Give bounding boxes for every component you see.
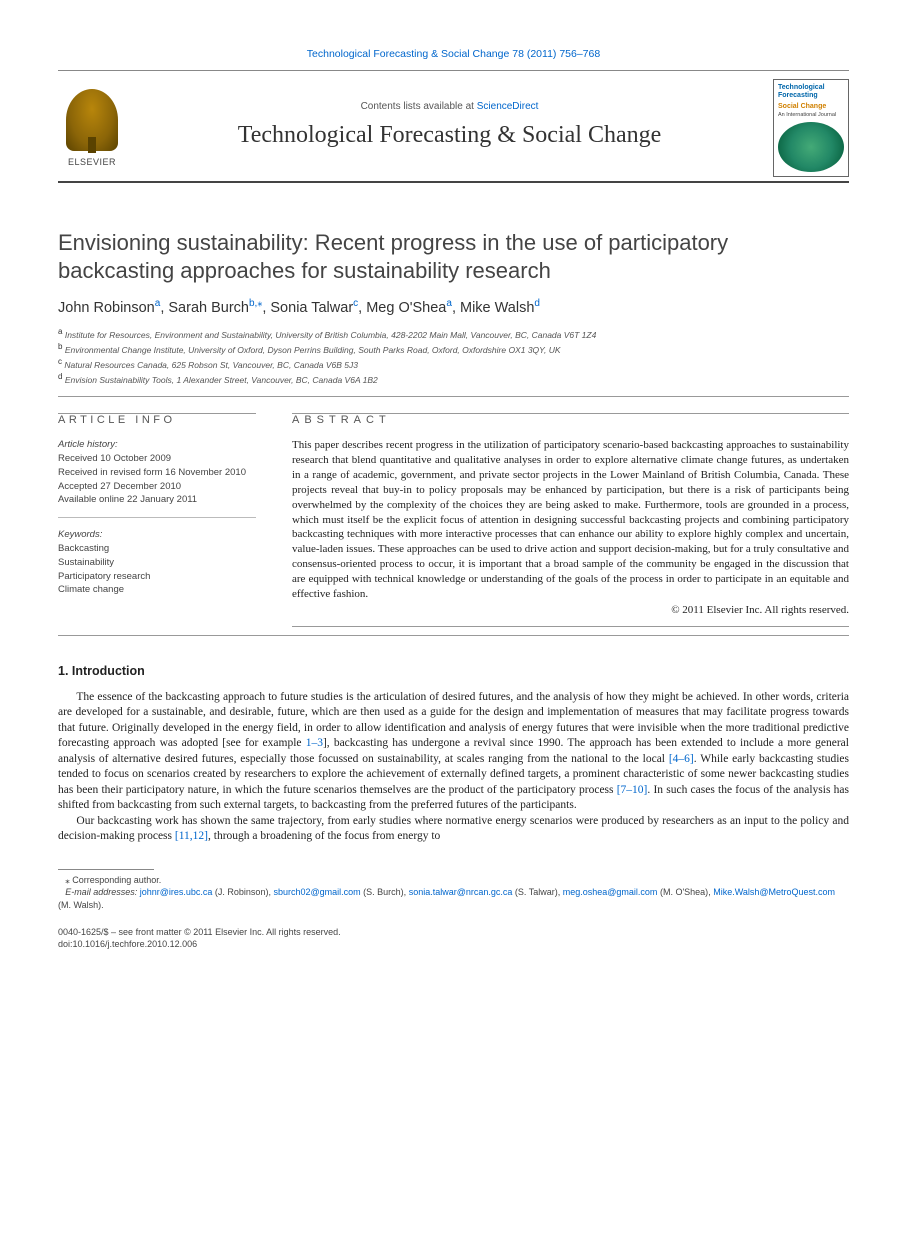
affiliation-row: d Envision Sustainability Tools, 1 Alexa… <box>58 371 849 386</box>
aff-text: Envision Sustainability Tools, 1 Alexand… <box>65 375 378 385</box>
aff-text: Environmental Change Institute, Universi… <box>65 345 561 355</box>
publisher-name: ELSEVIER <box>68 157 116 167</box>
author-aff-sup: a <box>446 298 452 309</box>
affiliation-row: a Institute for Resources, Environment a… <box>58 326 849 341</box>
author-aff-sup: d <box>534 298 540 309</box>
divider <box>292 626 849 627</box>
keyword: Backcasting <box>58 542 256 556</box>
author-3: Meg O'Sheaa <box>366 300 452 316</box>
abstract-heading: ABSTRACT <box>292 414 849 426</box>
history-line: Received 10 October 2009 <box>58 452 256 466</box>
author-name: Meg O'Shea <box>366 300 446 316</box>
doi-label: doi: <box>58 939 73 949</box>
reference-link[interactable]: [4–6] <box>669 753 694 765</box>
email-link[interactable]: johnr@ires.ubc.ca <box>140 887 213 897</box>
aff-sup: b <box>58 342 62 351</box>
abstract-copyright: © 2011 Elsevier Inc. All rights reserved… <box>292 604 849 616</box>
article-history-block: Article history: Received 10 October 200… <box>58 438 256 518</box>
email-name: (S. Burch) <box>363 887 404 897</box>
author-name: Mike Walsh <box>460 300 534 316</box>
author-1: Sarah Burchb,⁎ <box>168 300 262 316</box>
email-link[interactable]: sburch02@gmail.com <box>273 887 360 897</box>
corresponding-star-icon: ⁎ <box>257 298 262 309</box>
email-footnote: E-mail addresses: johnr@ires.ubc.ca (J. … <box>58 886 849 911</box>
aff-text: Natural Resources Canada, 625 Robson St,… <box>64 360 358 370</box>
article-info-column: ARTICLE INFO Article history: Received 1… <box>58 409 256 626</box>
journal-cover-thumbnail: Technological Forecasting Social Change … <box>773 79 849 177</box>
author-list: John Robinsona, Sarah Burchb,⁎, Sonia Ta… <box>58 298 849 316</box>
elsevier-tree-icon <box>66 89 118 151</box>
doi-line: doi:10.1016/j.techfore.2010.12.006 <box>58 938 849 951</box>
cover-subtitle: Social Change <box>778 103 844 110</box>
divider <box>58 635 849 636</box>
email-name: (S. Talwar) <box>515 887 558 897</box>
author-4: Mike Walshd <box>460 300 540 316</box>
reference-link[interactable]: [11,12] <box>175 830 208 842</box>
article-title: Envisioning sustainability: Recent progr… <box>58 229 849 284</box>
author-aff-sup: a <box>155 298 161 309</box>
history-line: Received in revised form 16 November 201… <box>58 466 256 480</box>
author-name: Sarah Burch <box>168 300 249 316</box>
contents-available-line: Contents lists available at ScienceDirec… <box>136 101 763 112</box>
author-name: Sonia Talwar <box>270 300 353 316</box>
author-name: John Robinson <box>58 300 155 316</box>
email-name: (M. Walsh) <box>58 900 101 910</box>
corresponding-author-note: ⁎ Corresponding author. <box>58 874 849 887</box>
sciencedirect-link[interactable]: ScienceDirect <box>477 101 539 112</box>
elsevier-logo: ELSEVIER <box>58 89 126 167</box>
meta-row: ARTICLE INFO Article history: Received 1… <box>58 409 849 626</box>
email-link[interactable]: sonia.talwar@nrcan.gc.ca <box>409 887 513 897</box>
footnote-rule <box>58 869 154 870</box>
history-line: Available online 22 January 2011 <box>58 493 256 507</box>
corr-text: Corresponding author. <box>72 875 161 885</box>
aff-sup: a <box>58 327 62 336</box>
affiliation-row: b Environmental Change Institute, Univer… <box>58 341 849 356</box>
affiliation-row: c Natural Resources Canada, 625 Robson S… <box>58 356 849 371</box>
footer-meta: 0040-1625/$ – see front matter © 2011 El… <box>58 926 849 951</box>
history-label: Article history: <box>58 438 256 452</box>
article-info-heading: ARTICLE INFO <box>58 414 256 426</box>
divider <box>58 396 849 397</box>
reference-link[interactable]: [7–10] <box>617 784 648 796</box>
issn-line: 0040-1625/$ – see front matter © 2011 El… <box>58 926 849 939</box>
body-paragraph: The essence of the backcasting approach … <box>58 690 849 814</box>
cover-caption: An International Journal <box>778 112 844 118</box>
email-name: (M. O'Shea) <box>660 887 708 897</box>
aff-text: Institute for Resources, Environment and… <box>65 330 597 340</box>
author-2: Sonia Talwarc <box>270 300 358 316</box>
email-link[interactable]: Mike.Walsh@MetroQuest.com <box>713 887 835 897</box>
keywords-label: Keywords: <box>58 528 256 542</box>
abstract-text: This paper describes recent progress in … <box>292 438 849 601</box>
affiliations: a Institute for Resources, Environment a… <box>58 326 849 387</box>
cover-globe-icon <box>778 122 844 172</box>
email-name: (J. Robinson) <box>215 887 269 897</box>
history-line: Accepted 27 December 2010 <box>58 480 256 494</box>
citation-line: Technological Forecasting & Social Chang… <box>58 48 849 60</box>
keyword: Climate change <box>58 583 256 597</box>
email-link[interactable]: meg.oshea@gmail.com <box>563 887 658 897</box>
keyword: Participatory research <box>58 570 256 584</box>
cover-title-1: Technological <box>778 84 844 92</box>
keywords-block: Keywords: Backcasting Sustainability Par… <box>58 528 256 607</box>
body-paragraph: Our backcasting work has shown the same … <box>58 814 849 845</box>
keyword: Sustainability <box>58 556 256 570</box>
contents-prefix: Contents lists available at <box>361 101 477 112</box>
author-0: John Robinsona <box>58 300 160 316</box>
corr-star-icon: ⁎ <box>65 875 70 885</box>
journal-title: Technological Forecasting & Social Chang… <box>136 122 763 149</box>
aff-sup: d <box>58 372 62 381</box>
aff-sup: c <box>58 357 62 366</box>
doi-link[interactable]: 10.1016/j.techfore.2010.12.006 <box>73 939 198 949</box>
reference-link[interactable]: 1–3 <box>306 737 323 749</box>
masthead: ELSEVIER Contents lists available at Sci… <box>58 70 849 183</box>
email-label: E-mail addresses: <box>65 887 137 897</box>
cover-title-2: Forecasting <box>778 92 844 100</box>
body-text: , through a broadening of the focus from… <box>208 830 440 842</box>
section-heading-intro: 1. Introduction <box>58 664 849 678</box>
author-aff-sup: c <box>353 298 358 309</box>
abstract-column: ABSTRACT This paper describes recent pro… <box>292 409 849 626</box>
